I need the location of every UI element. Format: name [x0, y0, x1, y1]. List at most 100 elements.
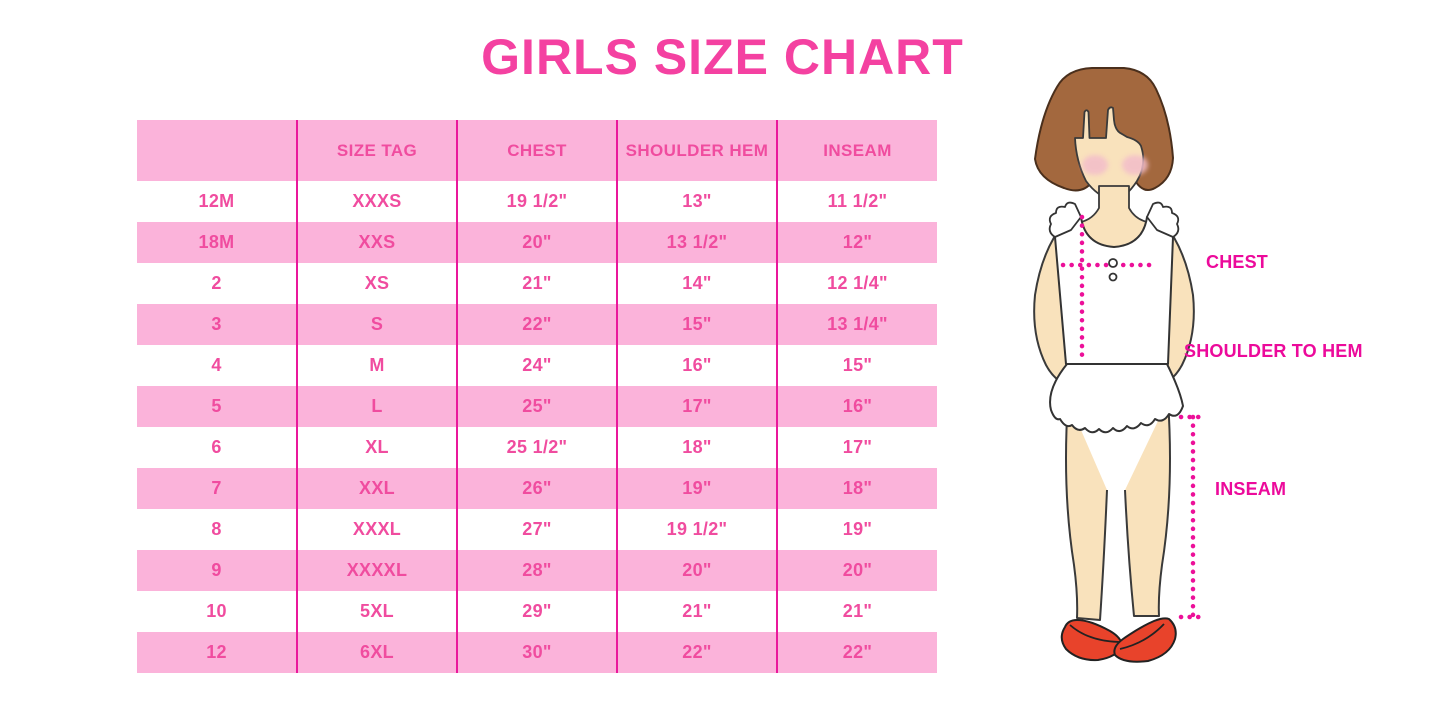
cell-size: 12M [198, 191, 235, 211]
cell-shoulder-hem: 13" [616, 181, 777, 222]
cell-inseam: 13 1/4" [776, 304, 937, 345]
col-header-blank [137, 120, 297, 181]
right-blush [1122, 155, 1148, 175]
cell-size-tag: L [296, 386, 457, 427]
cell-shoulder-hem: 17" [616, 386, 777, 427]
cell-inseam: 12" [776, 222, 937, 263]
col-header-size-tag: SIZE TAG [296, 120, 457, 181]
cell-inseam: 12 1/4" [776, 263, 937, 304]
page-title: GIRLS SIZE CHART [481, 29, 964, 85]
table-row: 9 XXXXL 28" 20" 20" [137, 550, 937, 591]
girl-measurement-illustration [1020, 60, 1220, 670]
cell-size: 4 [211, 355, 222, 375]
cell-size: 18M [137, 222, 297, 263]
cell-size: 9 [137, 550, 297, 591]
cell-size-tag: XXXS [296, 181, 457, 222]
cell-inseam: 21" [776, 591, 937, 632]
skirt [1049, 363, 1184, 434]
table-row: 2 XS 21" 14" 12 1/4" [137, 263, 937, 304]
cell-size-tag: XXXL [296, 509, 457, 550]
cell-chest: 25 1/2" [456, 427, 617, 468]
cell-inseam: 20" [776, 550, 937, 591]
inseam-label: INSEAM [1215, 479, 1287, 499]
girl-illustration-svg [1033, 67, 1208, 663]
cell-size: 7 [137, 468, 297, 509]
top-button [1108, 258, 1118, 268]
cell-shoulder-hem: 18" [616, 427, 777, 468]
cell-size: 6 [211, 437, 222, 457]
cell-size-tag: 6XL [296, 632, 457, 673]
left-blush [1082, 155, 1108, 175]
cell-size-tag: M [296, 345, 457, 386]
cell-inseam: 18" [776, 468, 937, 509]
cell-shoulder-hem: 19" [616, 468, 777, 509]
cell-size: 5 [137, 386, 297, 427]
cell-chest: 20" [456, 222, 617, 263]
table-row: 7 XXL 26" 19" 18" [137, 468, 937, 509]
cell-inseam: 16" [776, 386, 937, 427]
cell-size: 10 [206, 601, 227, 621]
header-row: SIZE TAG CHEST SHOULDER HEM INSEAM [137, 120, 937, 181]
table-row: 4 M 24" 16" 15" [137, 345, 937, 386]
right-shoe-strap [1119, 623, 1165, 650]
table-row: 12 6XL 30" 22" 22" [137, 632, 937, 673]
cell-inseam: 17" [776, 427, 937, 468]
cell-size-tag: XXS [296, 222, 457, 263]
right-shoulder-ruffle [1146, 201, 1180, 238]
cell-chest: 27" [456, 509, 617, 550]
table-row: 3 S 22" 15" 13 1/4" [137, 304, 937, 345]
col-header-chest: CHEST [456, 120, 617, 181]
col-header-shoulder-hem: SHOULDER HEM [616, 120, 777, 181]
cell-shoulder-hem: 20" [616, 550, 777, 591]
cell-size-tag: XS [296, 263, 457, 304]
cell-shoulder-hem: 16" [616, 345, 777, 386]
cell-shoulder-hem: 14" [616, 263, 777, 304]
cell-size-tag: XXXXL [296, 550, 457, 591]
cell-shoulder-hem: 15" [616, 304, 777, 345]
cell-size: 3 [137, 304, 297, 345]
cell-chest: 19 1/2" [456, 181, 617, 222]
cell-inseam: 11 1/2" [776, 181, 937, 222]
table-body: 12M XXXS 19 1/2" 13" 11 1/2" 18M XXS 20"… [137, 181, 937, 673]
bottom-button [1108, 272, 1118, 282]
cell-chest: 30" [456, 632, 617, 673]
cell-size: 2 [211, 273, 222, 293]
cell-shoulder-hem: 22" [616, 632, 777, 673]
cell-inseam: 22" [776, 632, 937, 673]
cell-chest: 24" [456, 345, 617, 386]
cell-chest: 21" [456, 263, 617, 304]
table-row: 6 XL 25 1/2" 18" 17" [137, 427, 937, 468]
cell-size-tag: XL [296, 427, 457, 468]
table-row: 10 5XL 29" 21" 21" [137, 591, 937, 632]
girls-size-table: SIZE TAG CHEST SHOULDER HEM INSEAM 12M X… [137, 120, 937, 673]
cell-inseam: 15" [776, 345, 937, 386]
col-header-inseam: INSEAM [776, 120, 937, 181]
left-leg [1065, 399, 1108, 621]
cell-size-tag: 5XL [296, 591, 457, 632]
cell-chest: 29" [456, 591, 617, 632]
table-header: SIZE TAG CHEST SHOULDER HEM INSEAM [137, 120, 937, 181]
cell-size-tag: S [296, 304, 457, 345]
table-row: 12M XXXS 19 1/2" 13" 11 1/2" [137, 181, 937, 222]
chest-label: CHEST [1206, 252, 1269, 272]
shoulder-to-hem-label: SHOULDER TO HEM [1184, 341, 1363, 361]
table-row: 18M XXS 20" 13 1/2" 12" [137, 222, 937, 263]
left-shoe-strap [1069, 624, 1120, 643]
table-row: 8 XXXL 27" 19 1/2" 19" [137, 509, 937, 550]
cell-shoulder-hem: 19 1/2" [616, 509, 777, 550]
cell-chest: 28" [456, 550, 617, 591]
table-row: 5 L 25" 17" 16" [137, 386, 937, 427]
cell-shoulder-hem: 13 1/2" [616, 222, 777, 263]
cell-size: 8 [211, 519, 222, 539]
cell-chest: 26" [456, 468, 617, 509]
left-shoulder-ruffle [1048, 201, 1082, 238]
cell-size: 12 [137, 632, 297, 673]
cell-size-tag: XXL [296, 468, 457, 509]
cell-chest: 25" [456, 386, 617, 427]
cell-chest: 22" [456, 304, 617, 345]
cell-shoulder-hem: 21" [616, 591, 777, 632]
cell-inseam: 19" [776, 509, 937, 550]
face [1074, 106, 1145, 202]
right-leg [1124, 399, 1171, 617]
